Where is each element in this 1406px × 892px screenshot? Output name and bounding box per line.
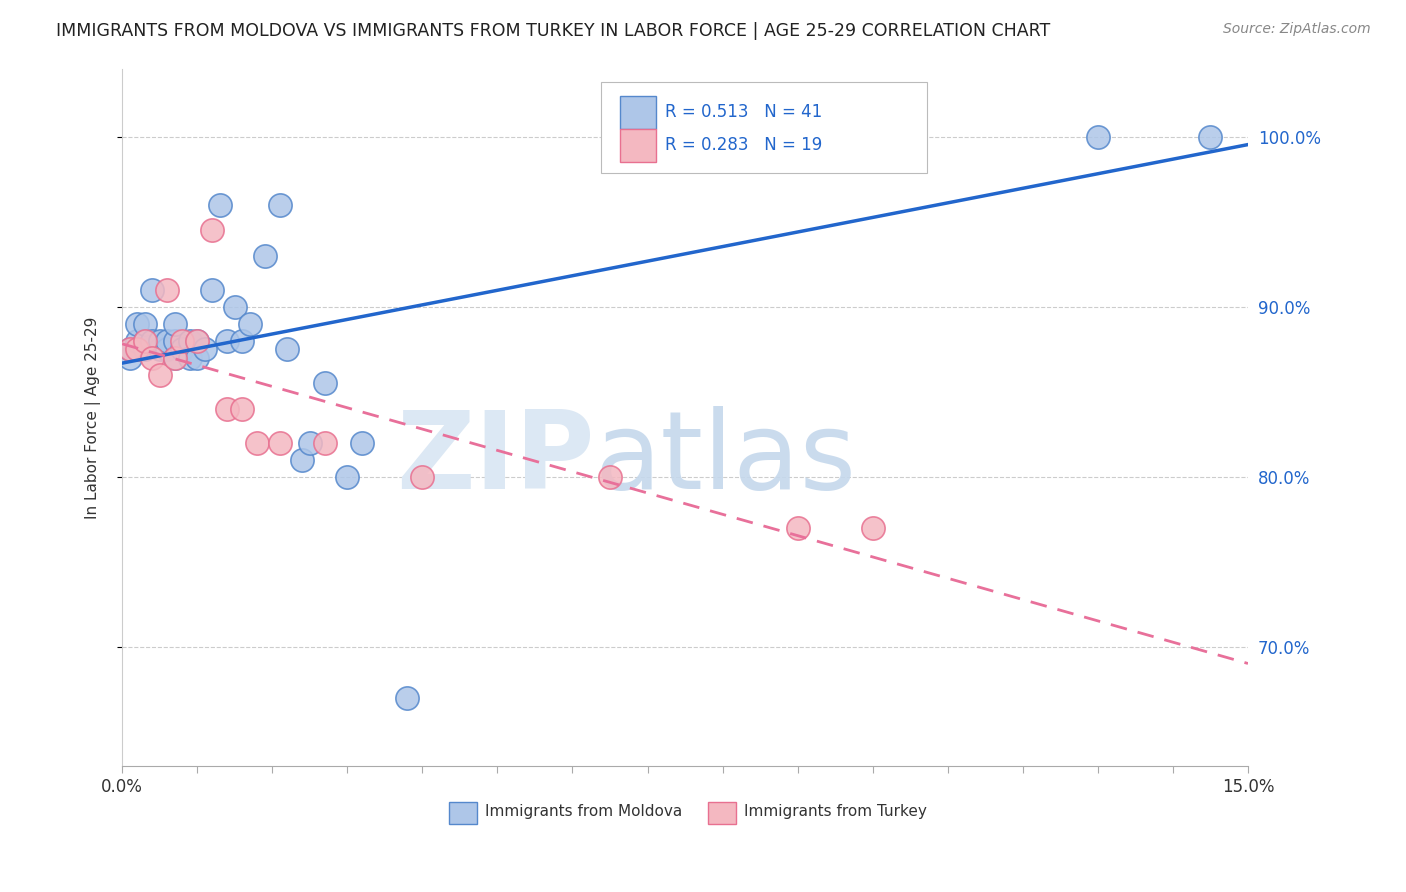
Point [269, 197, 291, 211]
Point [134, 317, 156, 331]
Point [163, 334, 186, 348]
Bar [620, 95, 655, 129]
Point [141, 283, 163, 297]
Point [298, 436, 321, 450]
Text: R = 0.513   N = 41: R = 0.513 N = 41 [665, 103, 823, 121]
Point [163, 351, 186, 365]
Point [149, 334, 172, 348]
Point [134, 334, 156, 348]
Point [352, 436, 374, 450]
Text: atlas: atlas [595, 407, 858, 512]
Point [786, 521, 808, 535]
Point [599, 470, 621, 484]
Point [172, 334, 194, 348]
Point [217, 334, 239, 348]
Point [179, 351, 201, 365]
Point [786, 129, 808, 144]
Point [118, 351, 141, 365]
Point [186, 351, 208, 365]
Point [269, 436, 291, 450]
Text: IMMIGRANTS FROM MOLDOVA VS IMMIGRANTS FROM TURKEY IN LABOR FORCE | AGE 25-29 COR: IMMIGRANTS FROM MOLDOVA VS IMMIGRANTS FR… [56, 22, 1050, 40]
Text: R = 0.283   N = 19: R = 0.283 N = 19 [665, 136, 823, 154]
Point [411, 470, 433, 484]
Point [1087, 129, 1109, 144]
Point [127, 334, 149, 348]
Point [231, 402, 253, 417]
Point [231, 334, 253, 348]
Point [156, 334, 179, 348]
Text: Source: ZipAtlas.com: Source: ZipAtlas.com [1223, 22, 1371, 37]
Point [239, 317, 262, 331]
Point [276, 343, 298, 357]
Point [118, 343, 141, 357]
Point [208, 197, 231, 211]
Bar [620, 128, 655, 162]
Point [141, 334, 163, 348]
Point [314, 376, 336, 391]
Point [396, 691, 419, 706]
Point [224, 300, 246, 314]
Point [163, 317, 186, 331]
Point [149, 343, 172, 357]
Point [314, 436, 336, 450]
Point [127, 343, 149, 357]
Point [141, 351, 163, 365]
Point [246, 436, 269, 450]
Point [156, 283, 179, 297]
Point [217, 402, 239, 417]
Text: ZIP: ZIP [396, 407, 595, 512]
Point [201, 223, 224, 237]
Point [186, 334, 208, 348]
FancyBboxPatch shape [600, 82, 927, 173]
Bar [707, 802, 735, 824]
Text: Immigrants from Turkey: Immigrants from Turkey [744, 805, 927, 820]
Text: Immigrants from Moldova: Immigrants from Moldova [485, 805, 682, 820]
Bar [449, 802, 477, 824]
Point [156, 343, 179, 357]
Point [862, 521, 884, 535]
Point [253, 249, 276, 263]
Point [336, 470, 359, 484]
Point [118, 343, 141, 357]
Point [291, 453, 314, 467]
Point [134, 343, 156, 357]
Point [637, 146, 659, 161]
Point [172, 343, 194, 357]
Point [194, 343, 217, 357]
Point [134, 334, 156, 348]
Point [1199, 129, 1222, 144]
Point [201, 283, 224, 297]
Point [163, 351, 186, 365]
Point [186, 334, 208, 348]
Point [179, 334, 201, 348]
Y-axis label: In Labor Force | Age 25-29: In Labor Force | Age 25-29 [86, 317, 101, 518]
Point [127, 317, 149, 331]
Point [149, 368, 172, 382]
